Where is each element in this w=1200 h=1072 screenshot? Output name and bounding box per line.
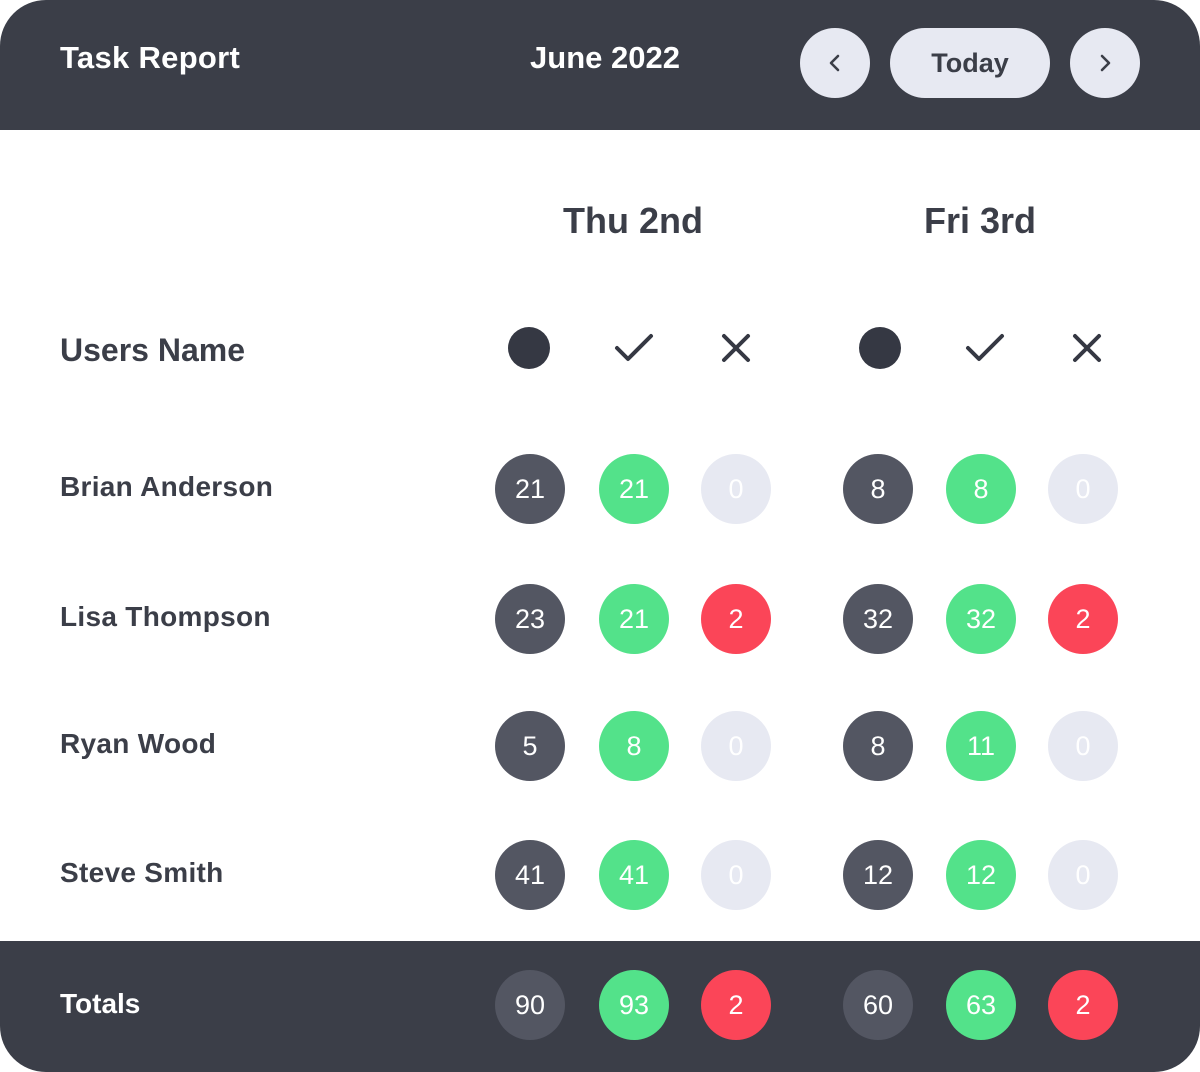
- today-button[interactable]: Today: [890, 28, 1050, 98]
- today-button-label: Today: [931, 47, 1009, 78]
- users-name-header: Users Name: [60, 332, 245, 368]
- total-tasks-badge: 32: [843, 584, 913, 654]
- total-tasks-badge: 5: [495, 711, 565, 781]
- completed-tasks-badge: 32: [946, 584, 1016, 654]
- x-icon: [714, 326, 758, 370]
- failed-tasks-sum-badge: 2: [701, 970, 771, 1040]
- failed-tasks-badge: 0: [1048, 840, 1118, 910]
- next-button[interactable]: [1070, 28, 1140, 98]
- user-name: Lisa Thompson: [60, 601, 271, 632]
- total-tasks-badge: 8: [843, 711, 913, 781]
- completed-tasks-badge: 12: [946, 840, 1016, 910]
- failed-tasks-badge: 0: [701, 840, 771, 910]
- total-tasks-sum-badge: 90: [495, 970, 565, 1040]
- totals-label: Totals: [60, 988, 141, 1019]
- failed-tasks-badge: 2: [1048, 584, 1118, 654]
- previous-button[interactable]: [800, 28, 870, 98]
- total-tasks-badge: 12: [843, 840, 913, 910]
- total-tasks-badge: 41: [495, 840, 565, 910]
- completed-tasks-badge: 21: [599, 584, 669, 654]
- dot-icon: [507, 326, 551, 370]
- chevron-left-icon: [829, 54, 840, 72]
- completed-tasks-badge: 11: [946, 711, 1016, 781]
- x-icon: [1065, 326, 1109, 370]
- failed-tasks-badge: 0: [701, 711, 771, 781]
- totals-bar: Totals 90 93 2 60 63 2: [0, 941, 1200, 1072]
- completed-tasks-badge: 41: [599, 840, 669, 910]
- total-tasks-badge: 23: [495, 584, 565, 654]
- day-header-fri: Fri 3rd: [923, 200, 1037, 241]
- check-icon: [963, 326, 1007, 370]
- user-name: Steve Smith: [60, 857, 224, 888]
- dot-icon: [858, 326, 902, 370]
- total-tasks-badge: 21: [495, 454, 565, 524]
- header-bar: Task Report June 2022 Today: [0, 0, 1200, 130]
- completed-tasks-badge: 8: [599, 711, 669, 781]
- failed-tasks-badge: 0: [1048, 454, 1118, 524]
- failed-tasks-sum-badge: 2: [1048, 970, 1118, 1040]
- chevron-right-icon: [1100, 54, 1111, 72]
- report-title: Task Report: [60, 40, 241, 75]
- user-name: Ryan Wood: [60, 728, 217, 759]
- failed-tasks-badge: 0: [701, 454, 771, 524]
- total-tasks-badge: 8: [843, 454, 913, 524]
- completed-tasks-badge: 8: [946, 454, 1016, 524]
- current-month: June 2022: [530, 40, 680, 75]
- check-icon: [612, 326, 656, 370]
- failed-tasks-badge: 0: [1048, 711, 1118, 781]
- completed-tasks-sum-badge: 63: [946, 970, 1016, 1040]
- failed-tasks-badge: 2: [701, 584, 771, 654]
- total-tasks-sum-badge: 60: [843, 970, 913, 1040]
- completed-tasks-sum-badge: 93: [599, 970, 669, 1040]
- user-name: Brian Anderson: [60, 471, 274, 502]
- completed-tasks-badge: 21: [599, 454, 669, 524]
- day-header-thu: Thu 2nd: [563, 200, 703, 241]
